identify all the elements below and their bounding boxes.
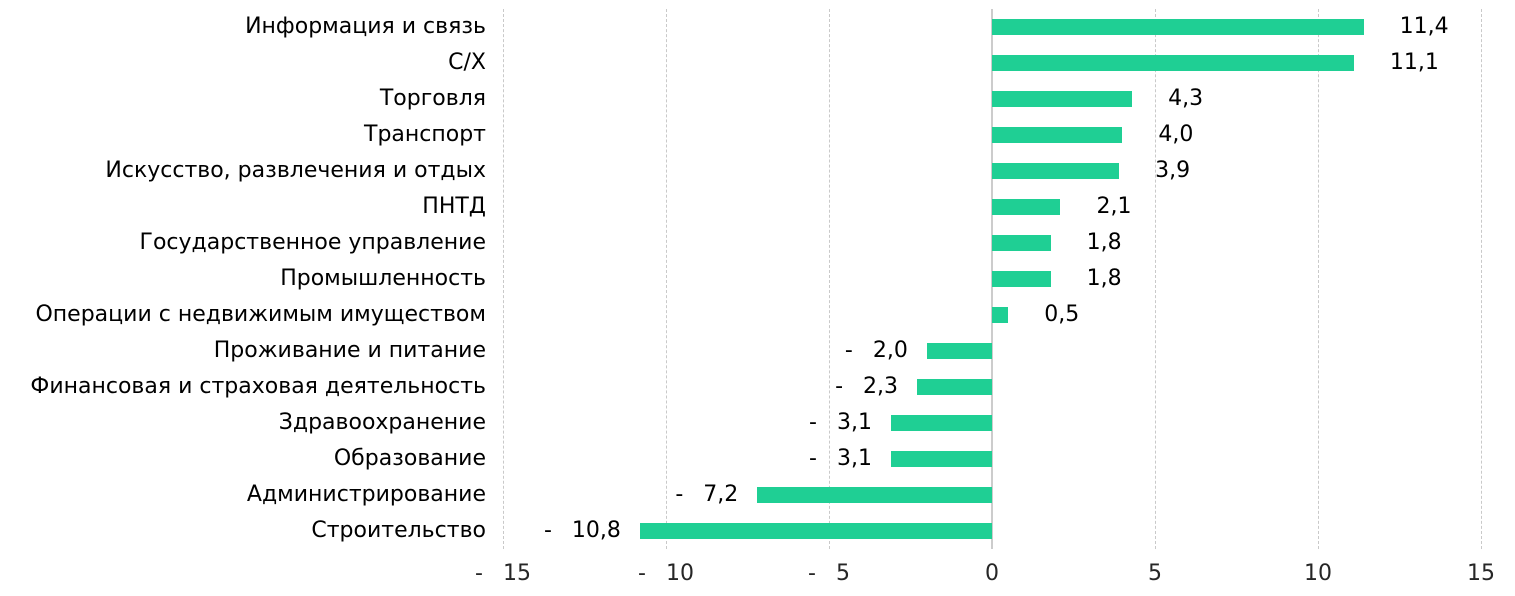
value-label: 4,0 xyxy=(1158,122,1194,147)
value-label: 4,3 xyxy=(1168,86,1204,111)
x-axis-tick-label: - 15 xyxy=(475,561,531,586)
x-axis-tick-label: - 5 xyxy=(808,561,850,586)
value-label: 1,8 xyxy=(1086,266,1122,291)
x-axis-tick-label: 0 xyxy=(985,561,999,586)
x-axis-tick-label: - 10 xyxy=(638,561,694,586)
bar xyxy=(992,55,1354,71)
value-label: - 2,3 xyxy=(835,374,899,399)
value-label: 3,9 xyxy=(1155,158,1191,183)
value-label: 11,4 xyxy=(1399,14,1449,39)
category-label: Здравоохранение xyxy=(278,410,486,435)
bar xyxy=(890,451,992,467)
value-label: 2,1 xyxy=(1096,194,1132,219)
value-label: - 2,0 xyxy=(844,338,908,363)
category-label: Промышленность xyxy=(280,266,486,291)
category-label: ПНТД xyxy=(422,194,486,219)
category-label: Образование xyxy=(333,446,486,471)
bar xyxy=(992,163,1120,179)
bar xyxy=(992,19,1364,35)
bar xyxy=(926,343,992,359)
bar xyxy=(992,91,1133,107)
category-label: Администрирование xyxy=(246,482,486,507)
gridline xyxy=(829,9,830,549)
value-label: 1,8 xyxy=(1086,230,1122,255)
x-axis-tick-label: 10 xyxy=(1304,561,1332,586)
value-label: - 10,8 xyxy=(544,518,621,543)
bar xyxy=(992,307,1009,323)
bar xyxy=(917,379,992,395)
gridline xyxy=(1318,9,1319,549)
value-label: - 3,1 xyxy=(809,446,872,471)
category-label: Строительство xyxy=(311,518,486,543)
bar xyxy=(992,271,1051,287)
bar xyxy=(639,523,992,539)
bar xyxy=(992,235,1051,251)
value-label: 0,5 xyxy=(1044,302,1080,327)
bar xyxy=(890,415,992,431)
category-label: Государственное управление xyxy=(139,230,486,255)
category-label: Транспорт xyxy=(364,122,486,147)
bar xyxy=(757,487,992,503)
category-label: Информация и связь xyxy=(245,14,486,39)
bar xyxy=(992,199,1061,215)
category-label: Проживание и питание xyxy=(213,338,486,363)
value-label: 11,1 xyxy=(1389,50,1439,75)
x-axis-tick-label: 5 xyxy=(1148,561,1162,586)
category-label: Финансовая и страховая деятельность xyxy=(30,374,486,399)
gridline xyxy=(1155,9,1156,549)
value-label: - 3,1 xyxy=(809,410,872,435)
gridline xyxy=(1481,9,1482,549)
value-label: - 7,2 xyxy=(675,482,739,507)
x-axis-tick-label: 15 xyxy=(1467,561,1495,586)
category-label: Искусство, развлечения и отдых xyxy=(105,158,486,183)
category-label: Операции с недвижимым имуществом xyxy=(35,302,486,327)
gridline xyxy=(503,9,504,549)
category-label: С/Х xyxy=(448,50,486,75)
category-label: Торговля xyxy=(379,86,486,111)
gridline xyxy=(666,9,667,549)
bar xyxy=(992,127,1123,143)
